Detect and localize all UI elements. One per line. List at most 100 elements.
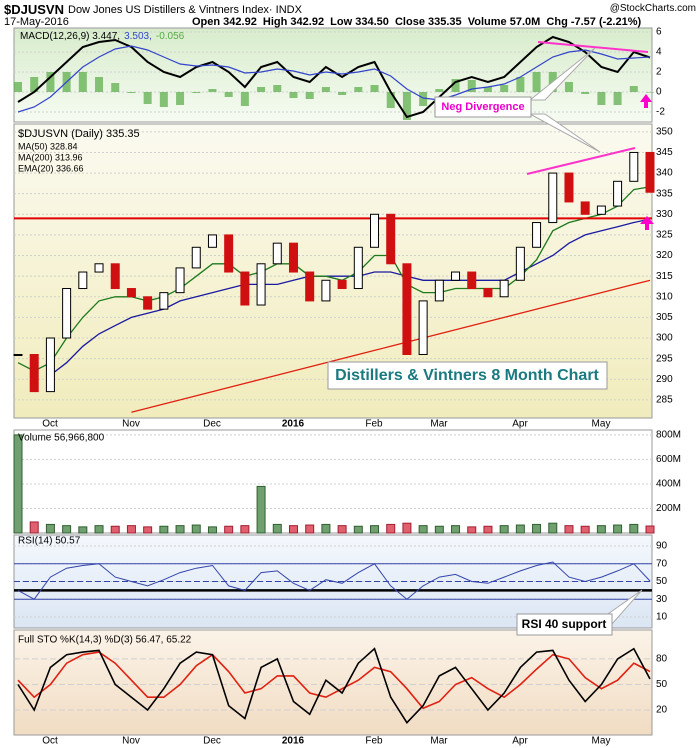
y-tick-label: 200M: [656, 503, 681, 514]
histogram-bar: [386, 92, 395, 108]
candle: [353, 246, 363, 290]
candle: [159, 292, 169, 310]
y-tick-label: 315: [656, 271, 673, 282]
candle: [515, 246, 525, 281]
y-tick-label: 340: [656, 168, 673, 179]
histogram-bar: [629, 86, 638, 92]
histogram-bar: [46, 72, 55, 92]
volume-bar: [159, 525, 169, 534]
volume-bar: [13, 434, 23, 534]
volume-bar: [94, 525, 104, 534]
y-tick-label: 600M: [656, 454, 681, 465]
volume-bar: [240, 525, 250, 534]
candle: [78, 271, 88, 290]
volume-bar: [548, 522, 558, 534]
volume-bar: [499, 525, 509, 534]
volume-bar: [321, 523, 331, 534]
legend-entry: -0.056: [156, 31, 185, 42]
histogram-bar: [240, 92, 249, 106]
annotation: Distillers & Vintners 8 Month Chart: [335, 367, 599, 384]
y-tick-label: 300: [656, 333, 673, 344]
x-tick-label: May: [592, 419, 611, 430]
volume-bar: [191, 524, 201, 534]
plot-layer: Oct Oct Nov Nov Dec Dec 2016 2016 Feb Feb Mar Mar Ap…: [13, 27, 681, 747]
candle: [499, 279, 509, 298]
x-tick-label: Feb: [365, 736, 383, 747]
x-tick-label: Mar: [430, 419, 448, 430]
candle: [288, 242, 298, 273]
volume-bar: [418, 525, 428, 534]
volume-bar: [613, 524, 623, 534]
source: @StockCharts.com: [609, 3, 696, 14]
candle: [613, 180, 623, 207]
volume-bar: [110, 525, 120, 534]
volume-bar: [207, 526, 217, 534]
volume-bar: [272, 523, 282, 534]
histogram-bar: [354, 87, 363, 92]
x-tick-label: Apr: [512, 736, 528, 747]
candle: [337, 279, 347, 290]
y-tick-label: 70: [656, 558, 668, 569]
volume-bar: [629, 523, 639, 534]
candle: [548, 172, 558, 224]
y-tick-label: 6: [656, 27, 662, 38]
volume-bar: [596, 525, 606, 534]
arrow: [640, 94, 652, 108]
volume-bar: [305, 524, 315, 534]
candle: [191, 246, 201, 269]
histogram-bar: [467, 80, 476, 92]
volume-bar: [580, 525, 590, 534]
series-line: [131, 279, 651, 413]
date: 17-May-2016: [4, 16, 69, 28]
legend: RSI(14) 50.57: [18, 536, 81, 547]
y-tick-label: 4: [656, 47, 662, 58]
series-line: [17, 186, 651, 372]
volume-bar: [62, 525, 72, 534]
legend: Full STO %K(14,3) %D(3) 56.47, 65.22: [18, 635, 192, 646]
arrow: [640, 216, 654, 230]
volume-bar: [45, 523, 55, 534]
series-line: [17, 647, 651, 724]
volume-bar: [29, 521, 39, 534]
x-tick-label: Apr: [512, 419, 528, 430]
volume-bar: [515, 524, 525, 534]
candle: [645, 151, 655, 193]
y-tick-label: 350: [656, 126, 673, 137]
candle: [240, 271, 250, 306]
volume-bar: [353, 525, 363, 534]
volume-bar: [434, 525, 444, 534]
histogram-bar: [500, 85, 509, 92]
histogram-bar: [224, 92, 233, 97]
candle: [45, 337, 55, 393]
histogram-bar: [192, 92, 201, 93]
histogram-bar: [257, 87, 266, 92]
histogram-bar: [402, 92, 411, 120]
candle: [532, 222, 542, 248]
callout: [528, 47, 596, 101]
y-tick-label: 290: [656, 374, 673, 385]
volume-bar: [256, 485, 266, 534]
annotation: Neg Divergence: [441, 101, 524, 113]
sto-panel: [13, 629, 653, 736]
annotation-box: [516, 613, 613, 636]
histogram-bar: [143, 92, 152, 104]
macd-divergence-line: [537, 41, 649, 53]
candle: [62, 288, 72, 339]
volume-bar: [143, 526, 153, 534]
histogram-bar: [338, 92, 347, 95]
y-tick-label: 800M: [656, 430, 681, 441]
legend: Volume 56,966,800: [18, 433, 105, 444]
quote: Open 342.92 High 342.92 Low 334.50 Close…: [192, 16, 642, 28]
candle: [110, 263, 120, 290]
index-name: Dow Jones US Distillers & Vintners Index…: [68, 4, 302, 16]
series-line: [17, 651, 651, 710]
annotation: RSI 40 support: [522, 617, 607, 631]
annotation-box: [327, 361, 608, 390]
y-tick-label: 295: [656, 353, 673, 364]
candle: [207, 234, 217, 248]
x-tick-label: Oct: [42, 419, 58, 430]
legend: $DJUSVN (Daily) 335.35: [18, 128, 140, 140]
histogram-bar: [613, 92, 622, 105]
candle: [272, 242, 282, 265]
